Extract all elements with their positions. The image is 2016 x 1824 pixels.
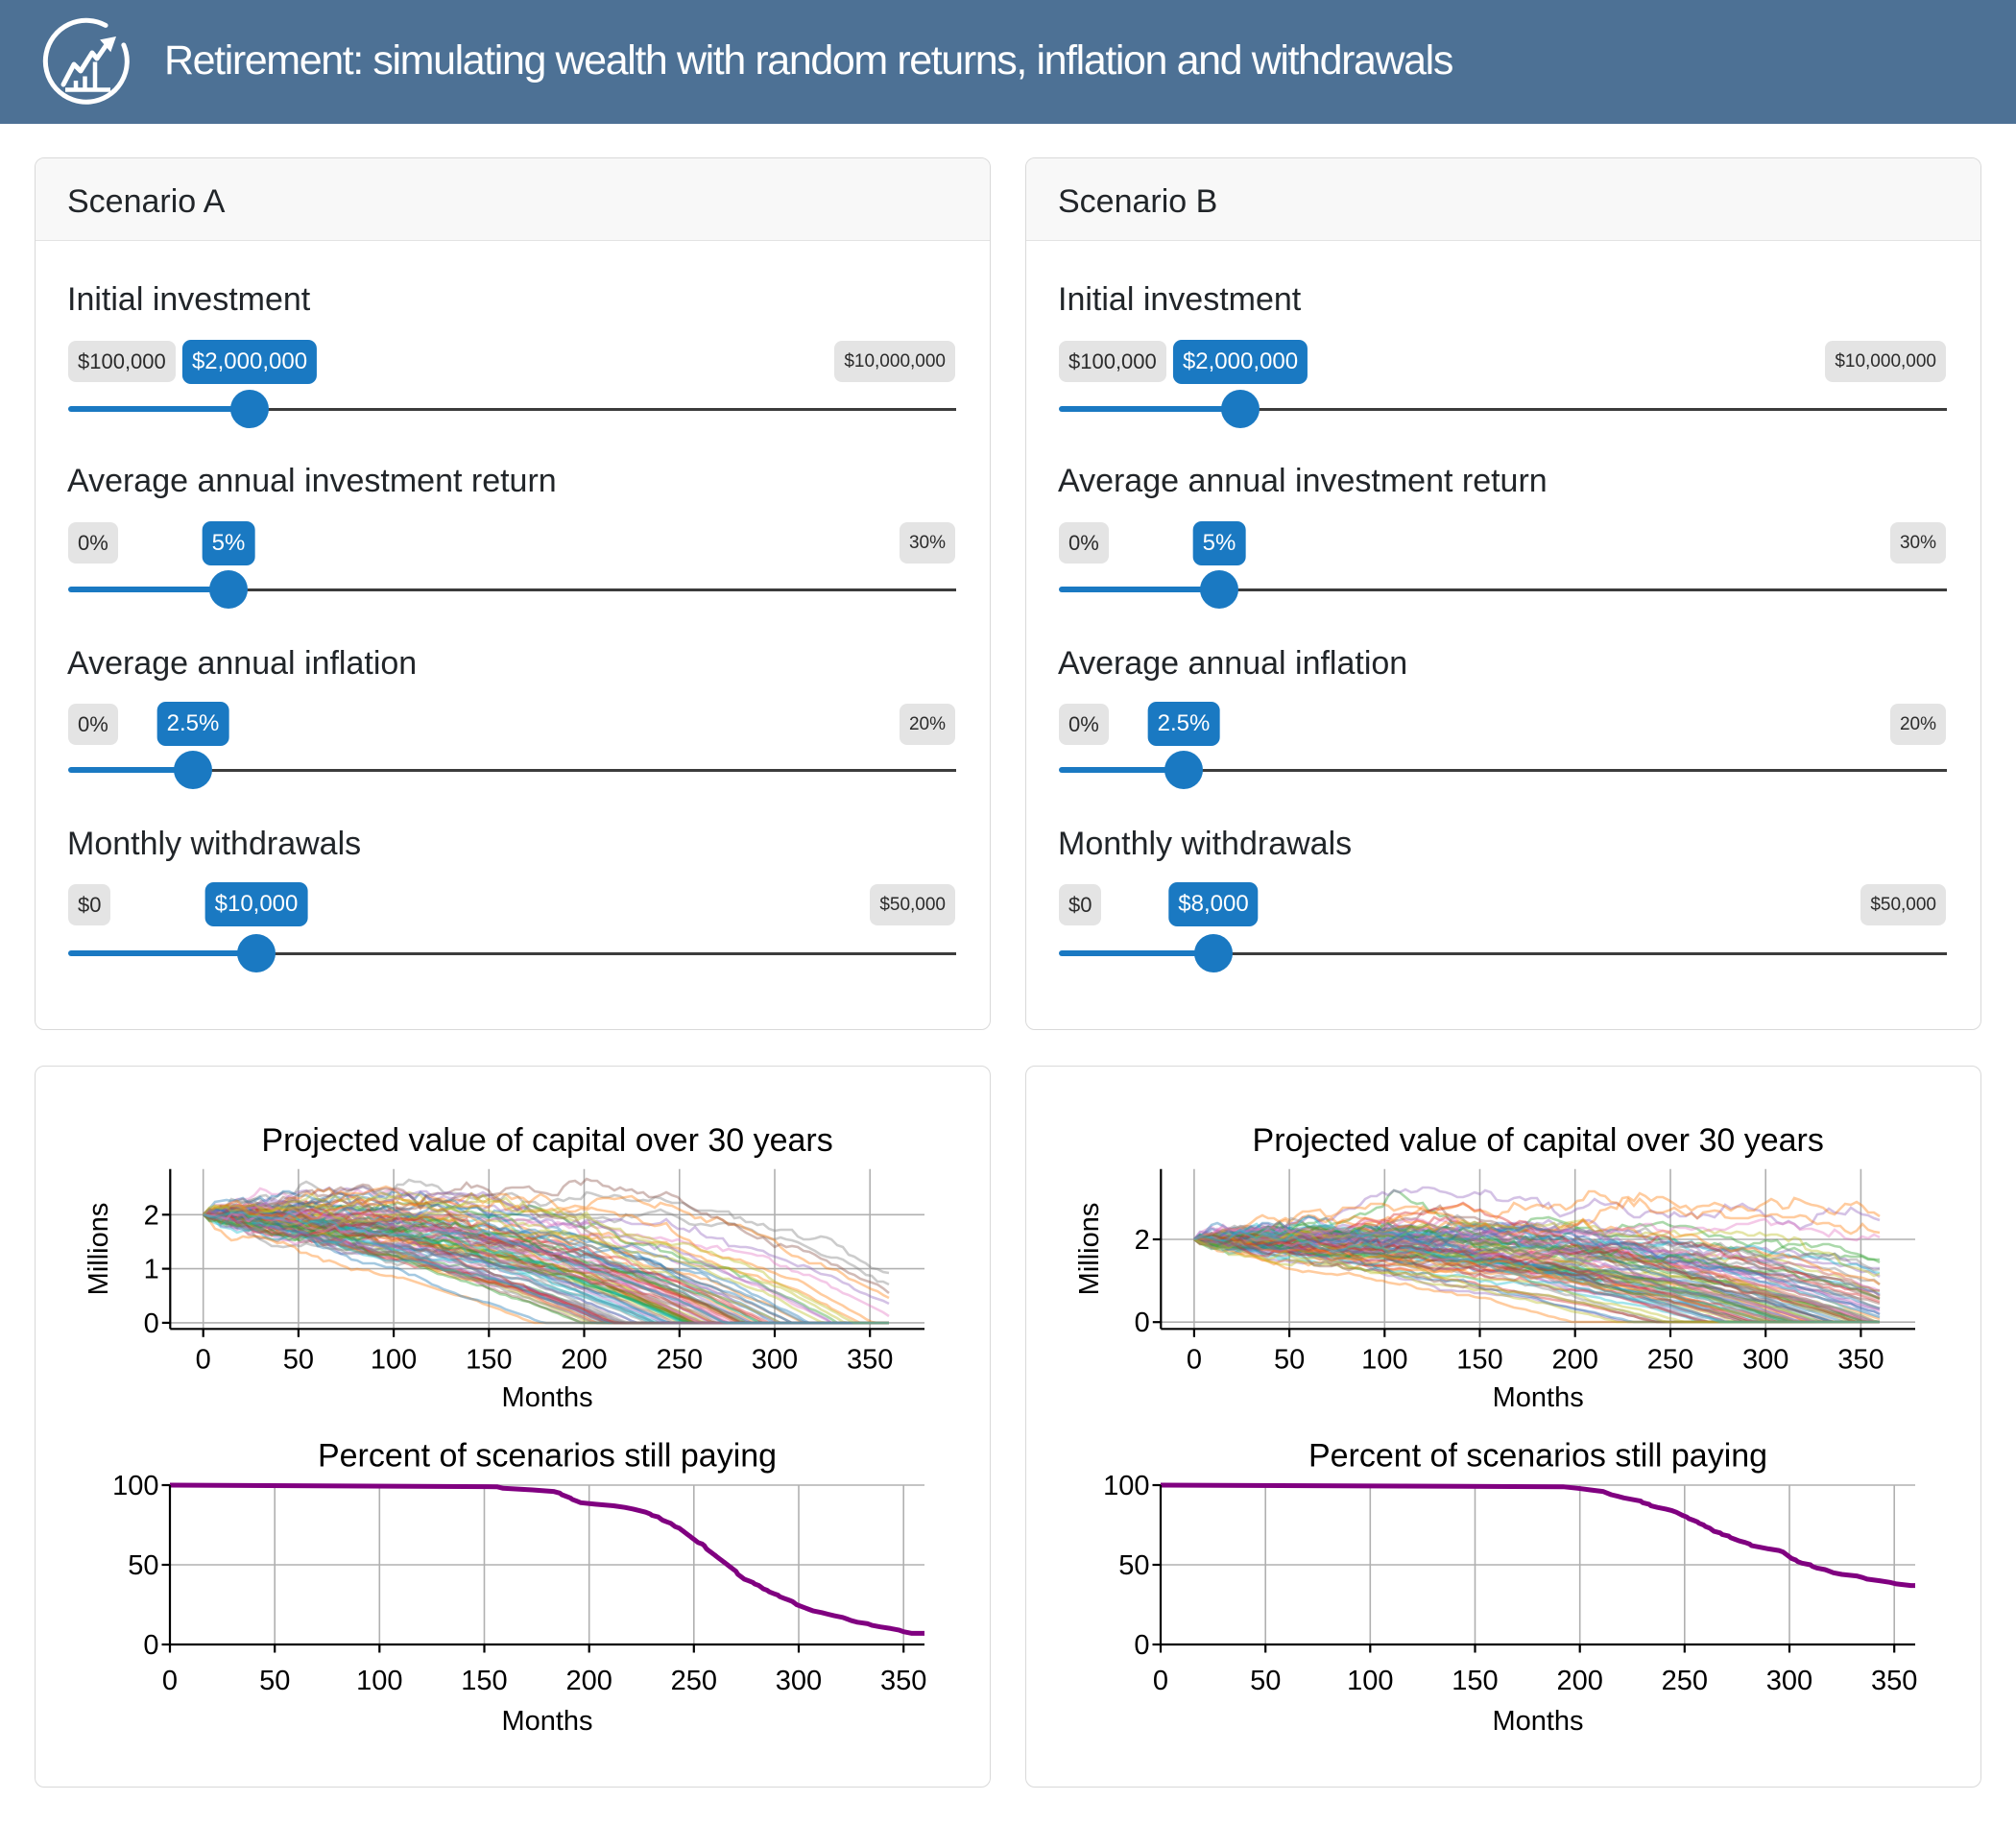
svg-text:200: 200	[1552, 1345, 1598, 1376]
svg-text:250: 250	[1647, 1345, 1693, 1376]
svg-text:250: 250	[657, 1345, 703, 1376]
svg-text:50: 50	[1118, 1550, 1149, 1581]
svg-text:Months: Months	[502, 1382, 593, 1413]
svg-text:0: 0	[144, 1308, 159, 1339]
svg-text:Percent of scenarios still pay: Percent of scenarios still paying	[318, 1438, 777, 1475]
svg-text:Projected value of capital ove: Projected value of capital over 30 years	[261, 1122, 832, 1159]
svg-text:50: 50	[128, 1550, 158, 1581]
svg-text:150: 150	[466, 1345, 512, 1376]
svg-text:0: 0	[1187, 1345, 1202, 1376]
svg-text:150: 150	[461, 1666, 507, 1696]
svg-text:Percent of scenarios still pay: Percent of scenarios still paying	[1308, 1438, 1767, 1475]
svg-text:2: 2	[1135, 1225, 1150, 1256]
svg-text:Millions: Millions	[1074, 1203, 1105, 1296]
svg-text:150: 150	[1452, 1666, 1498, 1696]
svg-text:100: 100	[1103, 1471, 1149, 1501]
svg-text:2: 2	[144, 1200, 159, 1231]
svg-text:200: 200	[566, 1666, 612, 1696]
svg-text:0: 0	[1135, 1308, 1150, 1338]
svg-text:Months: Months	[501, 1706, 592, 1737]
svg-text:250: 250	[1662, 1666, 1708, 1696]
svg-text:50: 50	[1274, 1345, 1305, 1376]
svg-text:50: 50	[259, 1666, 290, 1696]
svg-text:200: 200	[561, 1345, 607, 1376]
svg-text:100: 100	[1361, 1345, 1407, 1376]
svg-text:100: 100	[356, 1666, 402, 1696]
svg-text:Months: Months	[1493, 1382, 1584, 1413]
svg-text:1: 1	[144, 1255, 159, 1285]
svg-text:300: 300	[1742, 1345, 1788, 1376]
svg-text:Projected value of capital ove: Projected value of capital over 30 years	[1253, 1122, 1824, 1159]
svg-text:300: 300	[1766, 1666, 1812, 1696]
svg-text:50: 50	[283, 1345, 314, 1376]
svg-text:0: 0	[196, 1345, 211, 1376]
svg-text:350: 350	[880, 1666, 926, 1696]
svg-text:350: 350	[847, 1345, 893, 1376]
svg-text:350: 350	[1837, 1345, 1884, 1376]
svg-text:Months: Months	[1492, 1706, 1583, 1737]
svg-text:350: 350	[1871, 1666, 1917, 1696]
svg-text:0: 0	[1153, 1666, 1168, 1696]
svg-text:100: 100	[371, 1345, 417, 1376]
svg-text:250: 250	[671, 1666, 717, 1696]
svg-text:50: 50	[1250, 1666, 1281, 1696]
svg-text:0: 0	[143, 1630, 158, 1661]
svg-text:0: 0	[1134, 1630, 1149, 1661]
svg-text:100: 100	[112, 1471, 158, 1501]
svg-text:300: 300	[752, 1345, 798, 1376]
svg-text:100: 100	[1347, 1666, 1393, 1696]
svg-text:150: 150	[1456, 1345, 1502, 1376]
svg-text:200: 200	[1557, 1666, 1603, 1696]
svg-text:Millions: Millions	[84, 1203, 114, 1296]
svg-text:0: 0	[162, 1666, 178, 1696]
svg-text:300: 300	[776, 1666, 822, 1696]
